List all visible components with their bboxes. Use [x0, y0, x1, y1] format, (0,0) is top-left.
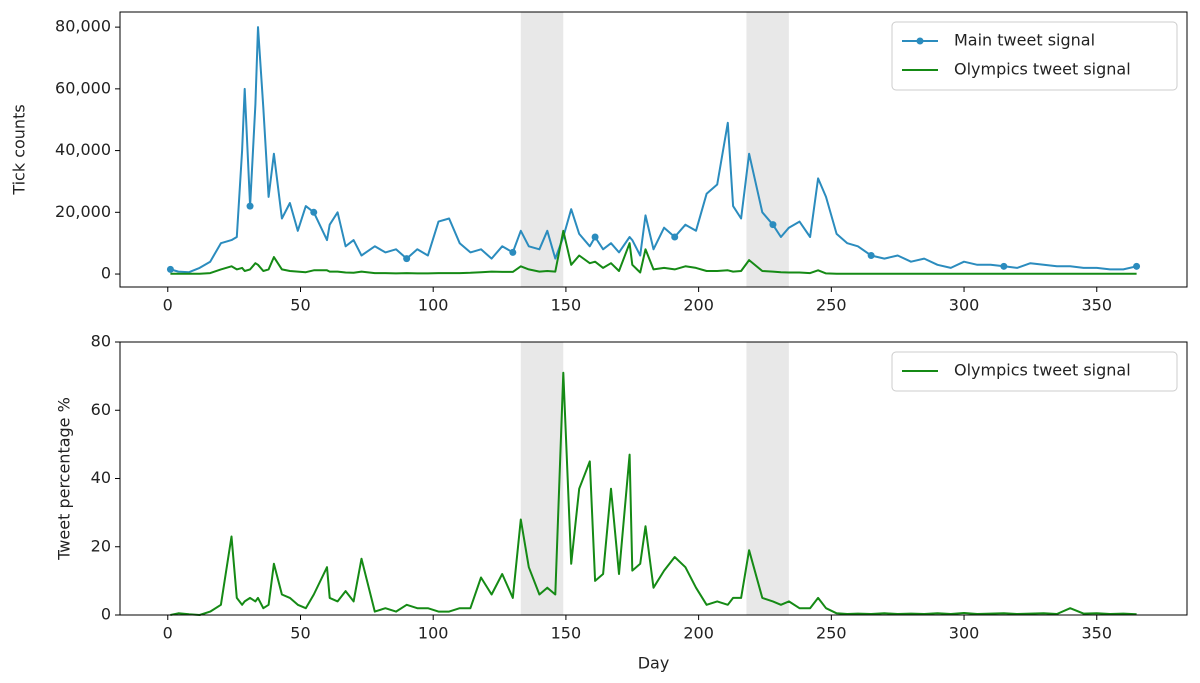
y-tick-label: 60 — [91, 400, 111, 419]
x-tick-label: 300 — [949, 296, 980, 315]
axes-frame — [119, 11, 1188, 288]
x-tick-label: 300 — [949, 624, 980, 643]
shaded-span — [520, 12, 564, 287]
legend-box — [891, 351, 1178, 392]
series-marker — [867, 252, 875, 260]
legend-marker — [916, 37, 924, 45]
x-axis-label: Day — [638, 654, 670, 673]
x-tick-label: 50 — [290, 624, 310, 643]
series-marker — [591, 233, 599, 241]
y-tick-label: 20,000 — [55, 202, 111, 221]
legend-label: Main tweet signal — [954, 31, 1095, 50]
x-tick-label: 100 — [418, 296, 449, 315]
series-line — [170, 371, 1137, 616]
series-marker — [403, 255, 411, 263]
y-tick-label: 80 — [91, 332, 111, 351]
x-tick-label: 0 — [163, 624, 173, 643]
legend-label: Olympics tweet signal — [954, 361, 1131, 380]
series-marker — [1000, 262, 1008, 270]
legend-label: Olympics tweet signal — [954, 60, 1131, 79]
series-marker — [1133, 262, 1141, 270]
y-axis-label: Tick counts — [10, 104, 29, 195]
x-tick-label: 200 — [683, 624, 714, 643]
y-tick-label: 40,000 — [55, 140, 111, 159]
x-tick-label: 250 — [816, 624, 847, 643]
series-marker — [509, 248, 517, 256]
y-tick-label: 20 — [91, 536, 111, 555]
x-tick-label: 250 — [816, 296, 847, 315]
y-tick-label: 0 — [101, 264, 111, 283]
y-tick-label: 40 — [91, 468, 111, 487]
x-tick-label: 350 — [1081, 296, 1112, 315]
x-tick-label: 350 — [1081, 624, 1112, 643]
x-tick-label: 0 — [163, 296, 173, 315]
series-marker — [166, 265, 174, 273]
x-tick-label: 150 — [551, 624, 582, 643]
series-line — [170, 229, 1137, 275]
y-axis-label: Tweet percentage % — [55, 397, 74, 561]
axes-frame — [119, 341, 1188, 616]
y-tick-label: 80,000 — [55, 17, 111, 36]
series-marker — [769, 221, 777, 229]
series-marker — [671, 233, 679, 241]
y-tick-label: 60,000 — [55, 78, 111, 97]
y-tick-label: 0 — [101, 605, 111, 624]
x-tick-label: 100 — [418, 624, 449, 643]
shaded-span — [746, 12, 789, 287]
legend-box — [891, 21, 1178, 91]
x-tick-label: 200 — [683, 296, 714, 315]
x-tick-label: 150 — [551, 296, 582, 315]
x-tick-label: 50 — [290, 296, 310, 315]
series-marker — [246, 202, 254, 210]
shaded-span — [746, 342, 789, 615]
series-marker — [310, 208, 318, 216]
